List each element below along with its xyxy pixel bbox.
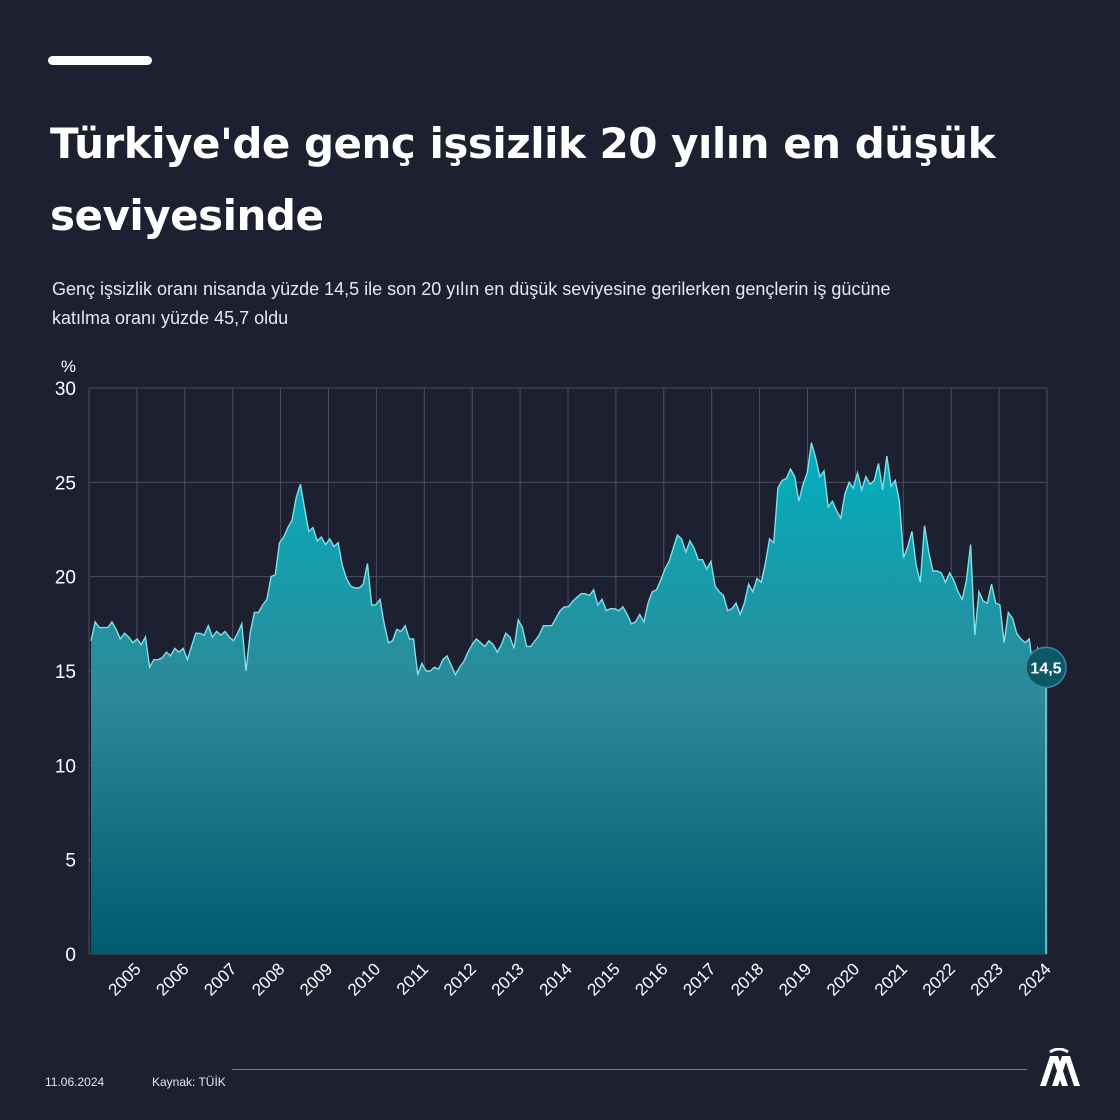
page-subtitle: Genç işsizlik oranı nisanda yüzde 14,5 i…	[52, 279, 891, 328]
x-tick-label: 2010	[344, 959, 384, 999]
x-tick-label: 2020	[823, 959, 863, 999]
page-title: Türkiye'de genç işsizlik 20 yılın en düş…	[50, 119, 996, 240]
y-tick-label: 20	[55, 568, 76, 589]
x-tick-label: 2009	[296, 959, 336, 999]
x-tick-label: 2017	[679, 959, 719, 999]
top-accent-bar	[48, 56, 152, 65]
y-unit-label: %	[61, 357, 76, 376]
y-tick-label: 25	[55, 473, 76, 494]
footer-source: Kaynak: TÜİK	[152, 1075, 226, 1089]
footer-date: 11.06.2024	[45, 1075, 105, 1089]
y-tick-label: 30	[55, 379, 76, 400]
series-area	[91, 442, 1046, 954]
value-labels: 14,5	[1025, 646, 1067, 689]
y-tick-label: 5	[65, 851, 76, 872]
x-tick-label: 2015	[584, 959, 624, 999]
footer-divider	[232, 1069, 1027, 1070]
last-value-label: 14,5	[1030, 660, 1061, 677]
x-tick-label: 2021	[871, 959, 911, 999]
x-tick-label: 2018	[727, 959, 767, 999]
x-tick-label: 2022	[919, 959, 959, 999]
x-tick-label: 2023	[967, 959, 1007, 999]
x-tick-label: 2011	[393, 959, 432, 998]
y-tick-label: 15	[55, 662, 76, 683]
x-tick-label: 2013	[488, 959, 528, 999]
x-tick-label: 2024	[1015, 959, 1055, 999]
x-tick-label: 2014	[536, 959, 576, 999]
series-line	[90, 442, 1047, 681]
y-tick-label: 10	[55, 756, 76, 777]
y-tick-label: 0	[65, 945, 76, 966]
x-tick-label: 2006	[152, 959, 192, 999]
x-tick-label: 2019	[775, 959, 815, 999]
aa-logo-icon	[1040, 1048, 1080, 1086]
last-value-bubble	[1025, 646, 1067, 689]
x-tick-label: 2012	[440, 959, 480, 999]
x-tick-label: 2016	[631, 959, 671, 999]
x-tick-label: 2008	[248, 959, 288, 999]
x-tick-label: 2007	[200, 959, 240, 999]
x-tick-label: 2005	[105, 959, 145, 999]
data-area	[90, 442, 1047, 954]
